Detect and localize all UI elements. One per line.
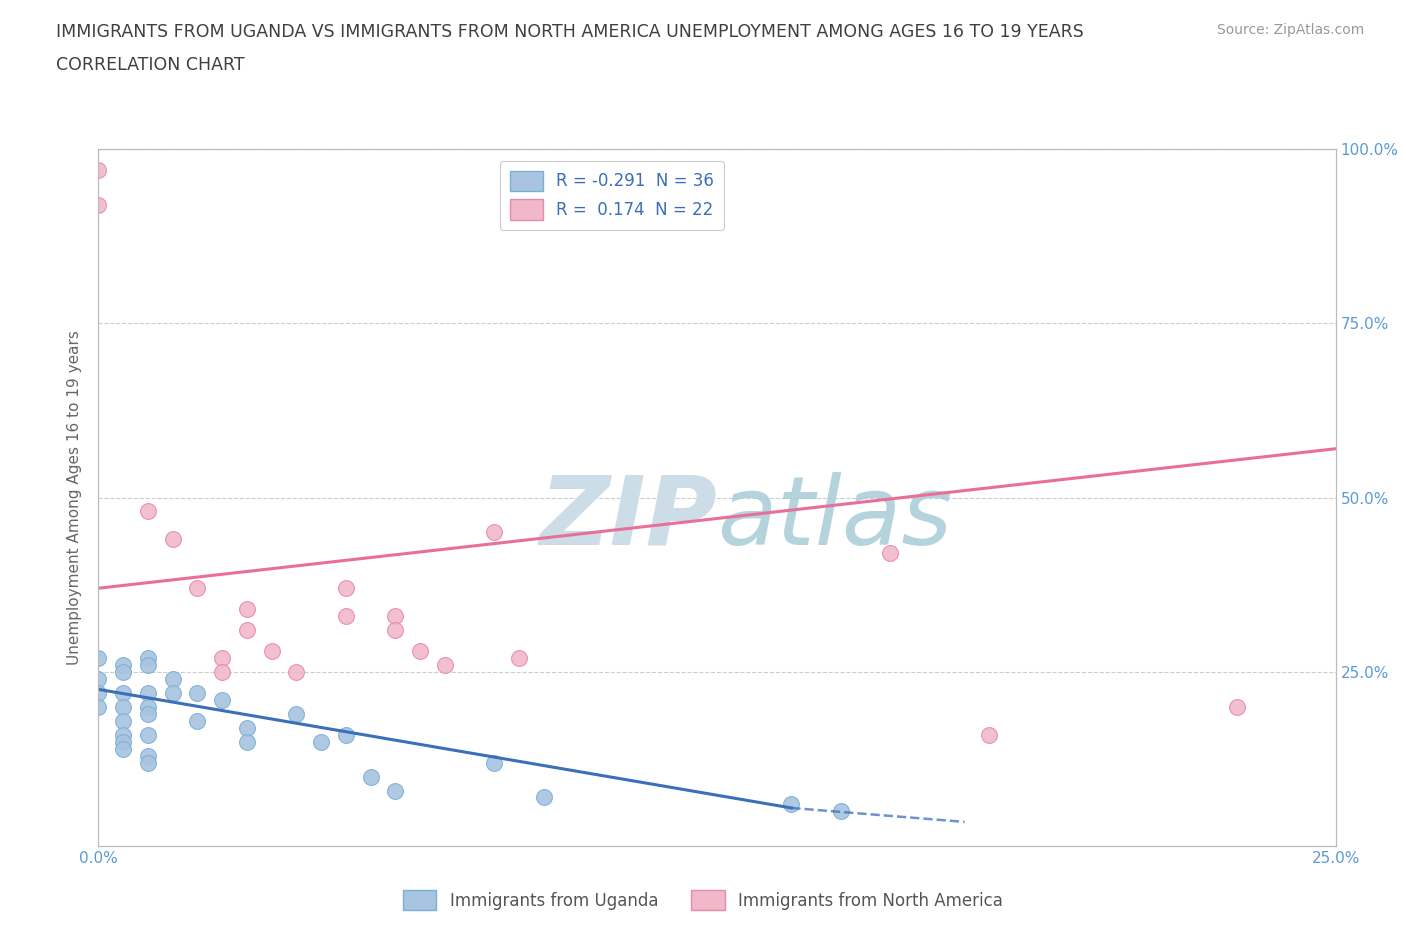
Point (136, 658, 159, 672)
Point (136, 755, 159, 770)
Point (236, 735, 259, 750)
Point (162, 671, 184, 686)
Point (508, 651, 530, 666)
Y-axis label: Unemployment Among Ages 16 to 19 years: Unemployment Among Ages 16 to 19 years (67, 330, 83, 665)
Point (112, 665, 135, 680)
Point (112, 685, 135, 700)
Point (87, 163, 110, 178)
Point (236, 721, 259, 736)
Point (433, 658, 456, 672)
Point (335, 727, 357, 742)
Point (136, 727, 159, 742)
Point (136, 685, 159, 700)
Point (879, 546, 901, 561)
Point (136, 651, 159, 666)
Point (112, 735, 135, 750)
Point (112, 727, 135, 742)
Point (236, 623, 259, 638)
Point (87, 651, 110, 666)
Point (211, 651, 233, 666)
Point (162, 685, 184, 700)
Point (979, 727, 1001, 742)
Point (87, 699, 110, 714)
Point (186, 580, 208, 596)
Point (236, 602, 259, 617)
Point (309, 735, 332, 750)
Point (285, 707, 308, 722)
Point (162, 532, 184, 547)
Point (384, 623, 406, 638)
Text: atlas: atlas (717, 472, 952, 565)
Point (360, 769, 382, 784)
Point (186, 685, 208, 700)
Point (260, 644, 283, 658)
Point (409, 644, 432, 658)
Point (87, 671, 110, 686)
Point (335, 609, 357, 624)
Legend: R = -0.291  N = 36, R =  0.174  N = 22: R = -0.291 N = 36, R = 0.174 N = 22 (499, 161, 724, 230)
Point (484, 755, 506, 770)
Point (830, 804, 852, 819)
Point (335, 580, 357, 596)
Text: ZIP: ZIP (538, 472, 717, 565)
Point (112, 713, 135, 728)
Point (136, 748, 159, 763)
Point (211, 665, 233, 680)
Point (112, 699, 135, 714)
Point (136, 504, 159, 519)
Text: CORRELATION CHART: CORRELATION CHART (56, 56, 245, 73)
Point (136, 707, 159, 722)
Point (780, 797, 803, 812)
Point (112, 658, 135, 672)
Point (136, 699, 159, 714)
Point (186, 713, 208, 728)
Point (384, 783, 406, 798)
Point (211, 692, 233, 708)
Point (87, 685, 110, 700)
Text: IMMIGRANTS FROM UGANDA VS IMMIGRANTS FROM NORTH AMERICA UNEMPLOYMENT AMONG AGES : IMMIGRANTS FROM UGANDA VS IMMIGRANTS FRO… (56, 23, 1084, 41)
Point (384, 609, 406, 624)
Point (533, 790, 555, 805)
Legend: Immigrants from Uganda, Immigrants from North America: Immigrants from Uganda, Immigrants from … (396, 884, 1010, 917)
Point (112, 741, 135, 756)
Point (484, 525, 506, 540)
Point (1226, 699, 1249, 714)
Point (285, 665, 308, 680)
Text: Source: ZipAtlas.com: Source: ZipAtlas.com (1216, 23, 1364, 37)
Point (87, 197, 110, 212)
